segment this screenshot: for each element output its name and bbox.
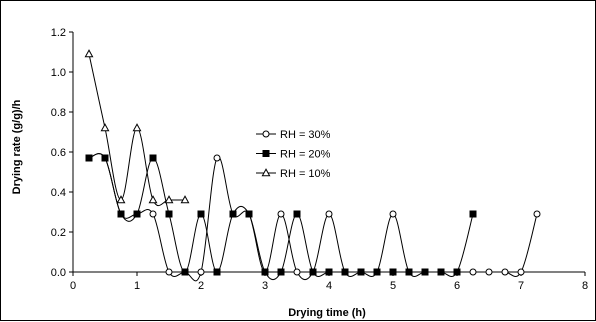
data-point-rh-10 [132,123,142,132]
y-tick-label: 1.2 [51,27,66,39]
y-tick-label: 0.8 [51,107,66,119]
data-point-rh-30 [533,210,541,218]
data-point-rh-20 [229,210,237,218]
data-point-rh-20 [469,210,477,218]
x-tick-label: 4 [326,280,332,292]
data-point-rh-20 [453,268,461,276]
x-tick-label: 3 [262,280,268,292]
data-point-rh-30 [165,268,173,276]
y-tick-label: 0.4 [51,187,66,199]
data-point-rh-10 [180,195,190,204]
x-tick-label: 2 [198,280,204,292]
legend-marker-rh-30 [262,130,270,138]
x-tick-label: 1 [134,280,140,292]
y-tick-label: 0.0 [51,267,66,279]
legend-marker-rh-20 [262,150,270,157]
data-point-rh-30 [389,210,397,218]
legend: RH = 30% RH = 20% RH = 10% [256,129,331,180]
data-point-rh-20 [405,268,413,276]
x-tick-label: 0 [70,280,76,292]
data-point-rh-20 [181,268,189,276]
axes-layer: 0 1 2 3 4 5 6 7 8 0.0 0.2 0.4 0.6 0.8 1.0 1.2 [51,27,588,292]
data-point-rh-30 [517,268,525,276]
legend-label-rh-10: RH = 10% [280,168,331,180]
data-point-rh-20 [309,268,317,276]
x-axis-title: Drying time (h) [288,307,366,319]
data-point-rh-30 [501,268,509,276]
data-point-rh-30 [325,210,333,218]
data-point-rh-30 [485,268,493,276]
data-point-rh-30 [277,210,285,218]
data-point-rh-20 [261,268,269,276]
data-point-rh-10 [100,123,110,132]
x-tick-label: 5 [390,280,396,292]
y-tick-label: 0.2 [51,227,66,239]
data-point-rh-20 [421,268,429,276]
x-tick-label: 6 [454,280,460,292]
data-point-rh-20 [245,210,253,218]
data-point-rh-30 [149,210,157,218]
data-point-rh-20 [293,210,301,218]
data-point-rh-20 [325,268,333,276]
series-rh-10 [84,49,190,207]
data-point-rh-20 [357,268,365,276]
series-layer [84,49,541,282]
data-point-rh-30 [213,154,221,162]
y-axis-title: Drying rate (g/g)/h [11,99,23,194]
series-rh-20 [85,153,477,281]
data-point-rh-20 [341,268,349,276]
data-point-rh-10 [148,195,158,204]
data-point-rh-20 [437,268,445,276]
x-tick-label: 8 [582,280,588,292]
data-point-rh-20 [165,210,173,218]
data-point-rh-20 [85,154,93,162]
data-point-rh-30 [197,268,205,276]
data-point-rh-20 [101,154,109,162]
data-point-rh-20 [133,210,141,218]
x-tick-label: 7 [518,280,524,292]
legend-label-rh-20: RH = 20% [280,149,331,161]
data-point-rh-10 [116,195,126,204]
data-point-rh-30 [469,268,477,276]
y-tick-label: 1.0 [51,67,66,79]
data-point-rh-20 [149,154,157,162]
data-point-rh-20 [197,210,205,218]
data-point-rh-20 [213,268,221,276]
y-tick-label: 0.6 [51,147,66,159]
data-point-rh-20 [373,268,381,276]
data-point-rh-20 [117,210,125,218]
legend-marker-rh-10 [261,168,271,177]
legend-label-rh-30: RH = 30% [280,129,331,141]
data-point-rh-30 [293,268,301,276]
data-point-rh-10 [84,49,94,58]
data-point-rh-20 [277,268,285,276]
data-point-rh-10 [164,195,174,204]
data-point-rh-20 [389,268,397,276]
